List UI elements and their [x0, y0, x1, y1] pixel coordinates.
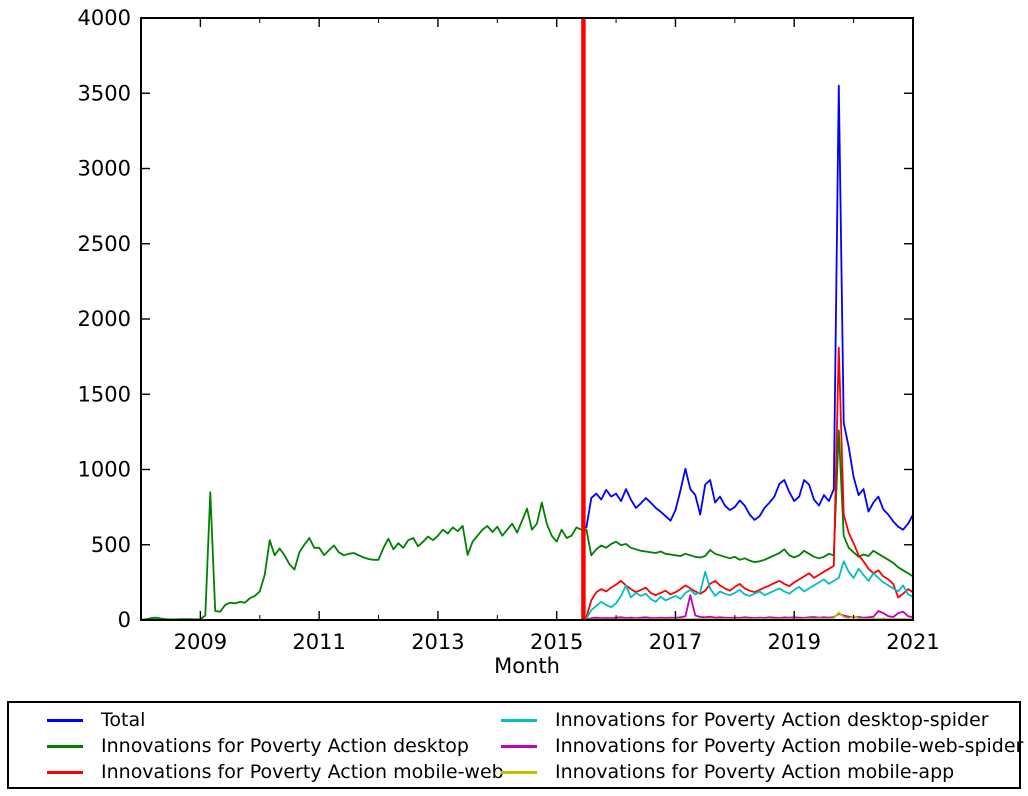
pageviews-line-chart: 2009 2011 2013 2015 2017 2019 2021 0 500 1000 1500… [78, 6, 940, 678]
y-tick-label: 4000 [78, 6, 131, 30]
axis-tick-labels: 2009 2011 2013 2015 2017 2019 2021 0 500 1000 1500… [78, 6, 940, 654]
x-tick-label: 2021 [886, 630, 939, 654]
chart-legend: Total Innovations for Poverty Action desk… [7, 701, 1023, 789]
y-tick-label: 3500 [78, 81, 131, 105]
legend-swatch-icon [47, 718, 83, 722]
y-tick-label: 3000 [78, 157, 131, 181]
x-tick-label: 2017 [649, 630, 702, 654]
y-tick-label: 1500 [78, 382, 131, 406]
x-tick-label: 2015 [530, 630, 583, 654]
legend-item: Total [47, 707, 504, 733]
series-line [585, 84, 914, 531]
legend-label: Innovations for Poverty Action mobile-we… [101, 761, 504, 783]
legend-item: Innovations for Poverty Action desktop-s… [501, 707, 1023, 733]
chart-axes [140, 17, 914, 621]
legend-label: Innovations for Poverty Action mobile-we… [555, 735, 1024, 757]
x-tick-label: 2013 [411, 630, 464, 654]
legend-label: Innovations for Poverty Action mobile-ap… [555, 761, 955, 783]
legend-swatch-icon [501, 718, 537, 722]
legend-column-left: Total Innovations for Poverty Action desk… [47, 707, 504, 785]
x-tick-label: 2011 [292, 630, 345, 654]
y-tick-label: 500 [91, 533, 131, 557]
chart-series-lines [140, 84, 914, 621]
legend-swatch-icon [501, 744, 537, 748]
x-axis-label: Month [494, 654, 560, 678]
x-tick-label: 2019 [768, 630, 821, 654]
legend-swatch-icon [501, 770, 537, 774]
y-tick-label: 2000 [78, 307, 131, 331]
legend-label: Total [101, 709, 146, 731]
y-tick-label: 1000 [78, 458, 131, 482]
series-line [140, 346, 914, 621]
y-tick-label: 0 [118, 608, 131, 632]
series-line [140, 594, 914, 621]
legend-column-right: Innovations for Poverty Action desktop-s… [501, 707, 1023, 785]
legend-item: Innovations for Poverty Action mobile-we… [501, 733, 1023, 759]
legend-swatch-icon [47, 744, 83, 748]
series-line [140, 560, 914, 621]
legend-item: Innovations for Poverty Action desktop [47, 733, 504, 759]
y-tick-label: 2500 [78, 232, 131, 256]
legend-swatch-icon [47, 770, 83, 774]
series-line [140, 429, 914, 621]
legend-item: Innovations for Poverty Action mobile-ap… [501, 759, 1023, 785]
x-tick-label: 2009 [174, 630, 227, 654]
series-line [140, 611, 914, 621]
legend-label: Innovations for Poverty Action desktop [101, 735, 469, 757]
legend-item: Innovations for Poverty Action mobile-we… [47, 759, 504, 785]
legend-label: Innovations for Poverty Action desktop-s… [555, 709, 989, 731]
